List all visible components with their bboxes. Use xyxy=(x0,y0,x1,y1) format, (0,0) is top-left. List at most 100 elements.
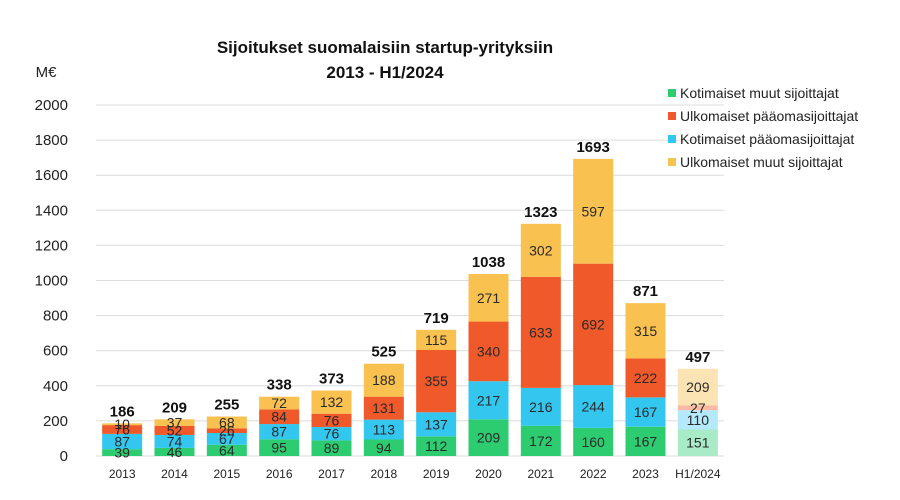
segment-value-label: 94 xyxy=(376,440,392,456)
segment-value-label: 340 xyxy=(477,343,501,359)
legend-swatch xyxy=(668,112,676,120)
bar-segment xyxy=(154,434,195,448)
bar-stack-2020: 209 217 340 271 1038 xyxy=(468,254,509,456)
segment-value-label: 132 xyxy=(320,394,344,410)
segment-value-label: 244 xyxy=(581,399,605,415)
bar-segment xyxy=(573,158,614,264)
bar-segment xyxy=(259,424,300,440)
bar-segment xyxy=(206,444,247,456)
segment-value-label: 271 xyxy=(477,290,501,306)
bar-segment xyxy=(677,410,718,430)
segment-value-label: 95 xyxy=(271,440,287,456)
x-tick-label: 2019 xyxy=(423,467,450,481)
segment-value-label: 46 xyxy=(167,444,183,460)
segment-value-label: 76 xyxy=(324,426,340,442)
y-tick-label: 1400 xyxy=(35,202,68,219)
segment-value-label: 167 xyxy=(634,433,658,449)
bar-segment xyxy=(416,329,457,350)
bar-segment xyxy=(363,396,404,420)
bar-segment xyxy=(520,276,561,388)
bar-stack-2021: 172 216 633 302 1323 xyxy=(520,204,561,456)
x-tick-label: 2023 xyxy=(632,467,659,481)
x-tick-label: 2017 xyxy=(318,467,345,481)
legend-swatch xyxy=(668,89,676,97)
segment-value-label: 692 xyxy=(581,316,605,332)
segment-value-label: 597 xyxy=(581,203,605,219)
bar-segment xyxy=(311,427,352,441)
bar-segment xyxy=(625,397,666,427)
bar-segment xyxy=(363,363,404,397)
segment-value-label: 113 xyxy=(373,422,396,438)
segment-value-label: 72 xyxy=(271,395,287,411)
bar-segment xyxy=(259,409,300,425)
y-axis-unit-label: M€ xyxy=(36,64,57,81)
segment-value-label: 216 xyxy=(529,399,553,415)
segment-value-label: 110 xyxy=(687,412,710,428)
bar-segment xyxy=(102,423,143,426)
segment-value-label: 76 xyxy=(114,421,130,437)
bar-segment xyxy=(625,426,666,456)
segment-value-label: 188 xyxy=(372,372,396,388)
segment-value-label: 10 xyxy=(114,416,130,432)
bar-segment xyxy=(154,447,195,456)
bar-total-label: 373 xyxy=(319,371,344,388)
legend-label: Ulkomaiset pääomasijoittajat xyxy=(680,108,858,124)
y-tick-label: 1600 xyxy=(35,167,68,184)
segment-value-label: 89 xyxy=(324,440,340,456)
legend-swatch xyxy=(668,158,676,166)
y-tick-label: 1000 xyxy=(35,273,68,290)
bar-total-label: 1323 xyxy=(524,204,557,221)
segment-value-label: 151 xyxy=(686,435,710,451)
x-tick-label: 2016 xyxy=(266,467,293,481)
bar-segment xyxy=(102,433,143,450)
bar-segment xyxy=(154,419,195,426)
chart-title-line1: Sijoitukset suomalaisiin startup-yrityks… xyxy=(217,38,553,57)
bar-stack-2019: 112 137 355 115 719 xyxy=(416,310,457,456)
x-tick-label: 2014 xyxy=(161,467,188,481)
bar-segment xyxy=(363,419,404,440)
segment-value-label: 74 xyxy=(167,433,183,449)
legend-label: Kotimaiset pääomasijoittajat xyxy=(680,131,854,147)
segment-value-label: 137 xyxy=(424,416,448,432)
segment-value-label: 37 xyxy=(167,415,183,431)
x-tick-label: 2013 xyxy=(109,467,136,481)
bar-segment xyxy=(259,396,300,410)
bar-segment xyxy=(206,428,247,434)
segment-value-label: 315 xyxy=(634,323,658,339)
segment-value-label: 67 xyxy=(219,431,235,447)
bar-segment xyxy=(416,436,457,456)
segment-value-label: 131 xyxy=(372,400,396,416)
segment-value-label: 355 xyxy=(424,373,448,389)
segment-value-label: 112 xyxy=(425,438,448,454)
bar-segment xyxy=(102,449,143,456)
bar-segment xyxy=(416,412,457,437)
legend-label: Kotimaiset muut sijoittajat xyxy=(680,85,839,101)
segment-value-label: 160 xyxy=(581,434,605,450)
bar-segment xyxy=(206,416,247,429)
bar-segment xyxy=(363,439,404,456)
bar-total-label: 719 xyxy=(424,310,449,327)
segment-value-label: 87 xyxy=(114,434,130,450)
bar-segment xyxy=(520,425,561,456)
bars: 3987761018646745237209646726682559587847… xyxy=(102,139,718,461)
bar-total-label: 1038 xyxy=(472,254,505,271)
segment-value-label: 84 xyxy=(271,409,287,425)
bar-segment xyxy=(520,387,561,426)
segment-value-label: 172 xyxy=(529,433,553,449)
bar-segment xyxy=(259,439,300,456)
x-tick-label: 2018 xyxy=(370,467,397,481)
segment-value-label: 302 xyxy=(529,242,553,258)
y-axis-ticks: 0 200 400 600 800 1000 1200 1400 1600 1800 2000 xyxy=(35,97,68,465)
segment-value-label: 39 xyxy=(114,445,130,461)
bar-segment xyxy=(468,419,509,456)
x-tick-label: 2022 xyxy=(580,467,607,481)
segment-value-label: 115 xyxy=(425,332,448,348)
segment-value-label: 76 xyxy=(324,412,340,428)
bar-segment xyxy=(625,358,666,398)
legend-label: Ulkomaiset muut sijoittajat xyxy=(680,154,843,170)
bar-segment xyxy=(573,427,614,456)
